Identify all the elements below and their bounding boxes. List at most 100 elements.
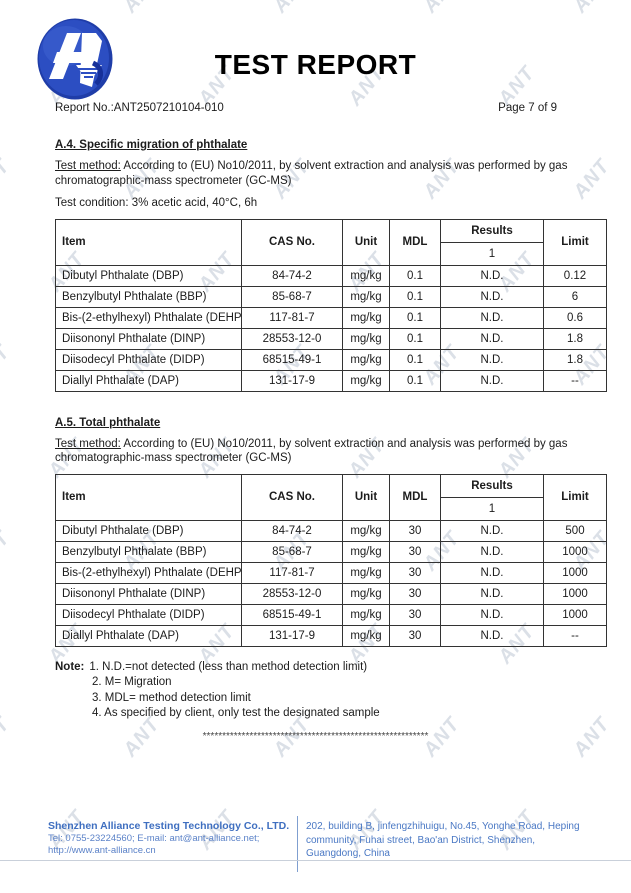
section-a4-test-condition: Test condition: 3% acetic acid, 40°C, 6h xyxy=(55,197,258,209)
mdl-cell: 30 xyxy=(389,624,441,647)
section-a5-test-method: Test method: According to (EU) No10/2011… xyxy=(55,437,603,466)
item-cell: Bis-(2-ethylhexyl) Phthalate (DEHP) xyxy=(55,561,242,584)
note-line: 3. MDL= method detection limit xyxy=(92,691,251,704)
note-text: 1. N.D.=not detected (less than method d… xyxy=(89,660,368,673)
unit-cell: mg/kg xyxy=(342,264,390,287)
company-address: 202, building B, jinfengzhihuigu, No.45,… xyxy=(306,821,580,859)
limit-cell: -- xyxy=(543,624,607,647)
result-cell: N.D. xyxy=(440,264,544,287)
limit-cell: 1.8 xyxy=(543,348,607,371)
section-a4-heading: A.4. Specific migration of phthalate xyxy=(55,139,248,151)
cas-cell: 131-17-9 xyxy=(241,624,343,647)
result-cell: N.D. xyxy=(440,348,544,371)
mdl-cell: 30 xyxy=(389,540,441,563)
cas-cell: 84-74-2 xyxy=(241,264,343,287)
table-row: Diisononyl Phthalate (DINP) 28553-12-0 mg/… xyxy=(55,327,607,350)
limit-cell: -- xyxy=(543,369,607,392)
mdl-cell: 0.1 xyxy=(389,264,441,287)
cas-cell: 85-68-7 xyxy=(241,540,343,563)
cas-cell: 28553-12-0 xyxy=(241,327,343,350)
unit-cell: mg/kg xyxy=(342,348,390,371)
unit-cell: mg/kg xyxy=(342,624,390,647)
item-cell: Benzylbutyl Phthalate (BBP) xyxy=(55,540,242,563)
table-row: Diallyl Phthalate (DAP) 131-17-9 mg/kg 0.1 N… xyxy=(55,369,607,392)
col-header-mdl: MDL xyxy=(389,473,441,521)
limit-cell: 1.8 xyxy=(543,327,607,350)
col-header-results: Results xyxy=(440,473,544,498)
company-logo xyxy=(36,17,114,101)
mdl-cell: 30 xyxy=(389,582,441,605)
footer: Shenzhen Alliance Testing Technology Co.… xyxy=(0,814,631,889)
unit-cell: mg/kg xyxy=(342,285,390,308)
unit-cell: mg/kg xyxy=(342,306,390,329)
result-cell: N.D. xyxy=(440,582,544,605)
limit-cell: 500 xyxy=(543,519,607,542)
test-method-label: Test method: xyxy=(55,437,121,450)
item-cell: Diisononyl Phthalate (DINP) xyxy=(55,582,242,605)
mdl-cell: 30 xyxy=(389,519,441,542)
unit-cell: mg/kg xyxy=(342,582,390,605)
unit-cell: mg/kg xyxy=(342,603,390,626)
footer-tel-email: Tel: 0755-23224560; E-mail: ant@ant-alli… xyxy=(48,833,260,844)
mdl-cell: 0.1 xyxy=(389,306,441,329)
company-name: Shenzhen Alliance Testing Technology Co.… xyxy=(48,820,290,832)
col-header-item: Item xyxy=(55,473,242,521)
item-cell: Diallyl Phthalate (DAP) xyxy=(55,369,242,392)
a4-results-table: Item CAS No. Unit MDL Results Limit 1 Di… xyxy=(55,218,607,392)
table-row: Dibutyl Phthalate (DBP) 84-74-2 mg/kg 0.1 N.… xyxy=(55,264,607,287)
unit-cell: mg/kg xyxy=(342,327,390,350)
mdl-cell: 0.1 xyxy=(389,327,441,350)
result-cell: N.D. xyxy=(440,327,544,350)
item-cell: Diisononyl Phthalate (DINP) xyxy=(55,327,242,350)
result-cell: N.D. xyxy=(440,285,544,308)
mdl-cell: 0.1 xyxy=(389,285,441,308)
col-header-unit: Unit xyxy=(342,218,390,266)
asterisk-separator: ****************************************… xyxy=(202,730,429,742)
a5-results-table: Item CAS No. Unit MDL Results Limit 1 Di… xyxy=(55,473,607,647)
table-row: Diisodecyl Phthalate (DIDP) 68515-49-1 mg/… xyxy=(55,348,607,371)
cas-cell: 68515-49-1 xyxy=(241,348,343,371)
mdl-cell: 0.1 xyxy=(389,348,441,371)
limit-cell: 1000 xyxy=(543,561,607,584)
result-cell: N.D. xyxy=(440,519,544,542)
col-header-limit: Limit xyxy=(543,218,607,266)
table-row: Benzylbutyl Phthalate (BBP) 85-68-7 mg/kg 0… xyxy=(55,285,607,308)
cas-cell: 84-74-2 xyxy=(241,519,343,542)
cas-cell: 131-17-9 xyxy=(241,369,343,392)
col-header-unit: Unit xyxy=(342,473,390,521)
table-header-row: Item CAS No. Unit MDL Results Limit xyxy=(55,218,607,266)
report-info-row: Report No.:ANT2507210104-010 Page 7 of 9 xyxy=(55,102,557,114)
table-subheader-row: 1 xyxy=(56,241,607,266)
test-method-label: Test method: xyxy=(55,160,121,172)
cas-cell: 117-81-7 xyxy=(241,306,343,329)
limit-cell: 1000 xyxy=(543,603,607,626)
table-row: Diisodecyl Phthalate (DIDP) 68515-49-1 mg/… xyxy=(55,603,607,626)
item-cell: Benzylbutyl Phthalate (BBP) xyxy=(55,285,242,308)
col-header-cas: CAS No. xyxy=(241,473,343,521)
unit-cell: mg/kg xyxy=(342,561,390,584)
limit-cell: 0.12 xyxy=(543,264,607,287)
table-header-row: Item CAS No. Unit MDL Results Limit xyxy=(55,473,607,521)
cas-cell: 85-68-7 xyxy=(241,285,343,308)
cas-cell: 117-81-7 xyxy=(241,561,343,584)
item-cell: Diisodecyl Phthalate (DIDP) xyxy=(55,603,242,626)
table-row: Diisononyl Phthalate (DINP) 28553-12-0 mg/… xyxy=(55,582,607,605)
result-cell: N.D. xyxy=(440,603,544,626)
item-cell: Dibutyl Phthalate (DBP) xyxy=(55,519,242,542)
col-header-item: Item xyxy=(55,218,242,266)
result-cell: N.D. xyxy=(440,306,544,329)
result-cell: N.D. xyxy=(440,540,544,563)
cas-cell: 28553-12-0 xyxy=(241,582,343,605)
test-method-text: According to (EU) No10/2011, by solvent … xyxy=(55,437,568,465)
notes-block: Note: 1. N.D.=not detected (less than me… xyxy=(55,660,606,722)
col-header-limit: Limit xyxy=(543,473,607,521)
footer-rule xyxy=(0,860,631,861)
report-number: Report No.:ANT2507210104-010 xyxy=(55,102,224,114)
note-line: 4. As specified by client, only test the… xyxy=(92,707,380,719)
item-cell: Dibutyl Phthalate (DBP) xyxy=(55,264,242,287)
ant-logo-icon xyxy=(37,18,113,100)
result-cell: N.D. xyxy=(440,369,544,392)
col-subheader-sample: 1 xyxy=(440,496,544,521)
limit-cell: 1000 xyxy=(543,582,607,605)
